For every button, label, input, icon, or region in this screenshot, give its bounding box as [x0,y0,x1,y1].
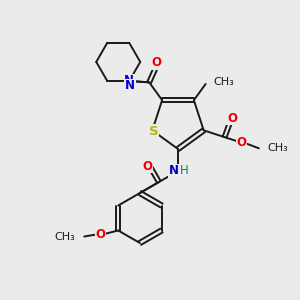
Text: O: O [152,56,161,69]
Text: CH₃: CH₃ [268,143,289,153]
Text: O: O [237,136,247,149]
Text: N: N [169,164,179,178]
Text: O: O [227,112,237,124]
Text: CH₃: CH₃ [214,77,234,87]
Text: O: O [142,160,152,172]
Text: CH₃: CH₃ [55,232,75,242]
Text: N: N [125,80,135,92]
Text: N: N [124,74,134,88]
Text: S: S [148,125,158,138]
Text: O: O [95,228,105,241]
Text: H: H [180,164,188,178]
